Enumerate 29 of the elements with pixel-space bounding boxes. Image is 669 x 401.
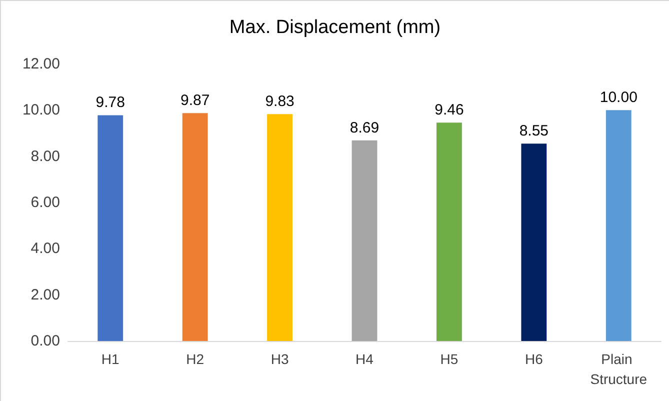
y-tick-label: 0.00 [30,332,60,350]
y-tick-label: 12.00 [22,56,60,72]
bar [267,114,292,341]
x-tick-label: H5 [440,351,458,367]
data-label: 9.83 [265,93,294,110]
y-tick-label: 6.00 [30,194,60,211]
bar [352,140,378,341]
x-tick-label: Plain Structure [590,351,648,387]
x-tick-label: H6 [524,351,544,367]
bar [98,115,124,341]
data-label: 8.55 [519,122,549,140]
x-tick-label: H2 [186,351,204,367]
chart-title: Max. Displacement (mm) [229,17,441,38]
data-label: 9.46 [434,102,464,119]
x-tick-label: H4 [356,351,374,367]
y-tick-label: 8.00 [30,148,60,165]
y-tick-label: 2.00 [30,286,60,304]
y-tick-label: 10.00 [22,102,60,119]
bar [436,122,462,341]
data-label: 8.69 [350,119,380,136]
bar [521,144,547,341]
x-tick-label: H3 [270,351,289,367]
x-tick-label: H1 [101,351,120,367]
bar [182,113,208,341]
data-label: 9.78 [96,94,125,112]
data-label: 10.00 [600,89,638,106]
y-tick-label: 4.00 [30,240,60,258]
bar [606,110,632,341]
data-label: 9.87 [180,92,210,110]
